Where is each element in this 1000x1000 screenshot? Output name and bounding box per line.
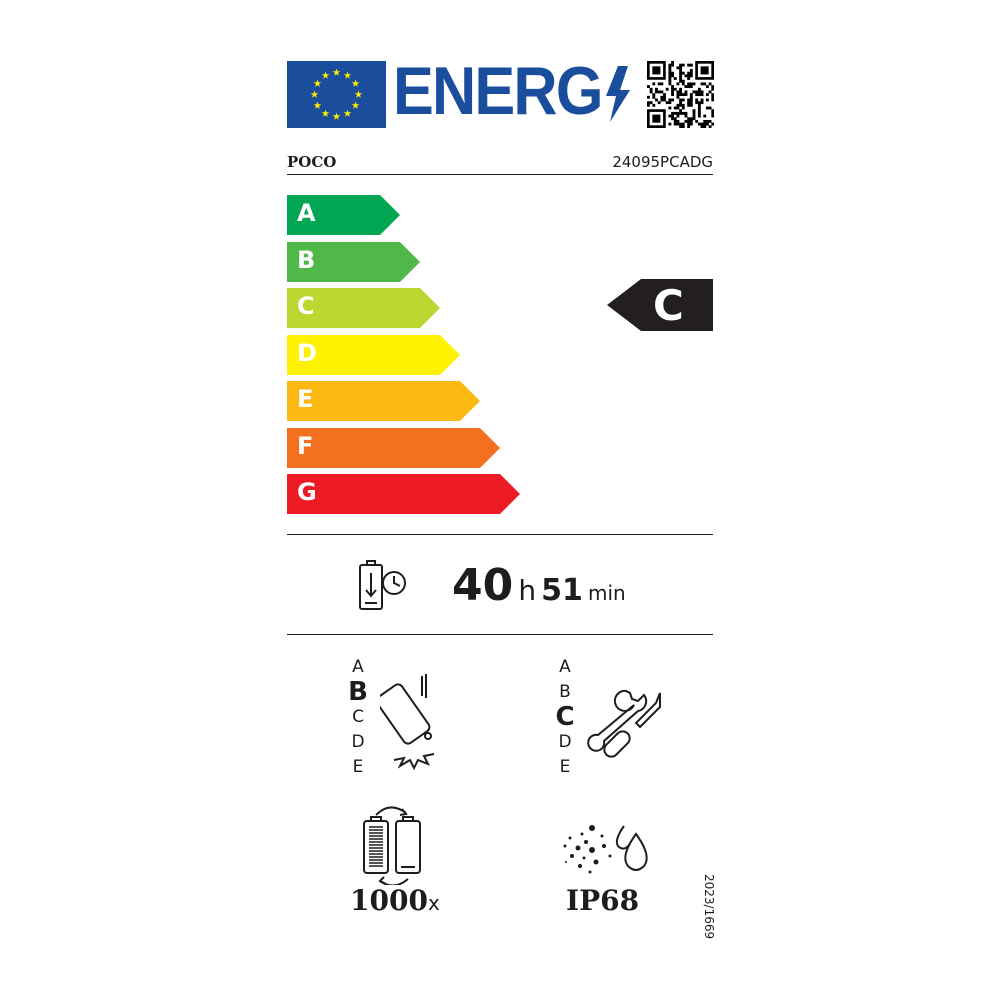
star-icon — [343, 71, 352, 79]
energy-class-bar-e: E — [287, 381, 480, 421]
class-letter: A — [559, 657, 571, 677]
brand-name: POCO — [287, 153, 337, 171]
rating-letter: C — [653, 281, 684, 330]
battery-clock-icon — [359, 560, 406, 610]
star-icon — [321, 109, 330, 117]
energy-class-bar-d: D — [287, 334, 460, 375]
class-letter: D — [558, 732, 572, 752]
star-icon — [343, 109, 352, 117]
wrench-screwdriver-icon — [587, 689, 661, 758]
rating-indicator: C — [607, 279, 713, 331]
star-icon — [332, 112, 341, 120]
class-letter: D — [351, 732, 365, 752]
class-letter: C — [352, 707, 364, 727]
star-icon — [310, 90, 319, 98]
energy-class-bar-f: F — [287, 427, 500, 468]
energy-class-bar-b: B — [287, 241, 420, 282]
energy-logo-text: ENERG — [393, 53, 603, 129]
ip-rating: IP68 — [566, 884, 640, 917]
lightning-icon — [606, 66, 630, 122]
battery-cycles: 1000x — [350, 884, 440, 917]
energy-class-letter: G — [297, 478, 317, 506]
energy-class-bar-c: C — [287, 288, 440, 328]
class-letter: B — [348, 677, 368, 707]
star-icon — [351, 79, 360, 87]
star-icon — [313, 79, 322, 87]
star-icon — [354, 90, 363, 98]
battery-endurance: 40 h 51 min — [452, 560, 626, 611]
eu-flag — [287, 61, 386, 128]
energy-class-letter: A — [297, 199, 316, 227]
phone-drop-icon — [380, 674, 435, 771]
star-icon — [351, 101, 360, 109]
class-letter: A — [352, 657, 364, 677]
divider — [287, 634, 713, 635]
qr-code[interactable] — [647, 61, 714, 128]
class-letter: E — [352, 757, 364, 777]
energy-class-bar-g: G — [287, 474, 520, 514]
divider — [287, 534, 713, 535]
class-letter: B — [559, 682, 571, 702]
battery-cycle-icon — [363, 806, 421, 885]
class-letter: C — [555, 702, 575, 732]
dust-water-icon — [563, 825, 648, 874]
energy-class-letter: F — [297, 431, 314, 460]
star-icon — [332, 68, 341, 76]
model-identifier: 24095PCADG — [612, 153, 713, 171]
energy-class-bar-a: A — [287, 195, 400, 235]
energy-class-letter: E — [297, 385, 314, 413]
energy-class-letter: B — [297, 245, 316, 274]
energy-class-letter: D — [297, 338, 317, 367]
star-icon — [313, 101, 322, 109]
regulation-number: 2023/1669 — [702, 874, 716, 940]
energy-class-letter: C — [297, 292, 315, 320]
divider — [287, 174, 713, 175]
class-letter: E — [559, 757, 571, 777]
star-icon — [321, 71, 330, 79]
